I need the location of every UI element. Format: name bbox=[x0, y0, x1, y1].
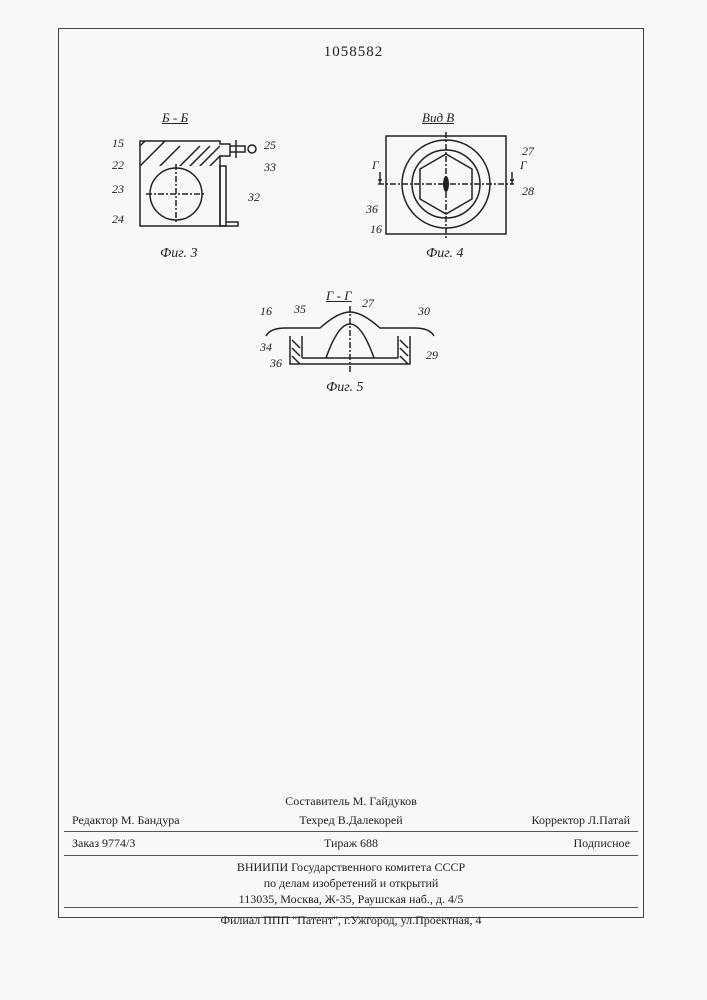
org1: ВНИИПИ Государственного комитета СССР bbox=[64, 859, 638, 875]
fig5-section: Г - Г bbox=[326, 288, 352, 304]
fig3-l22: 22 bbox=[112, 158, 124, 173]
fig4-l28: 28 bbox=[522, 184, 534, 199]
fig3-l25: 25 bbox=[264, 138, 276, 153]
fig5-l36: 36 bbox=[270, 356, 282, 371]
fig3-l24: 24 bbox=[112, 212, 124, 227]
colophon: Составитель М. Гайдуков Редактор М. Банд… bbox=[64, 790, 638, 932]
fig3-l32: 32 bbox=[248, 190, 260, 205]
editor: Редактор М. Бандура bbox=[64, 812, 238, 828]
figure-3: Б - Б 15 22 23 24 25 33 32 Фиг. 3 bbox=[110, 110, 290, 260]
fig3-caption: Фиг. 3 bbox=[160, 246, 198, 262]
figure-5: Г - Г 16 35 27 30 34 36 29 Фиг. 5 bbox=[230, 290, 470, 410]
org3: 113035, Москва, Ж-35, Раушская наб., д. … bbox=[64, 891, 638, 907]
compiler: Составитель М. Гайдуков bbox=[238, 793, 464, 809]
fig4-l16: 16 bbox=[370, 222, 382, 237]
fig5-caption: Фиг. 5 bbox=[326, 380, 364, 396]
corrector: Корректор Л.Патай bbox=[464, 812, 638, 828]
fig4-caption: Фиг. 4 bbox=[426, 246, 464, 262]
org2: по делам изобретений и открытий bbox=[64, 875, 638, 891]
fig5-l27: 27 bbox=[362, 296, 374, 311]
fig4-section: Вид В bbox=[422, 110, 454, 126]
fig3-section: Б - Б bbox=[162, 110, 188, 126]
fig4-secg2: Г bbox=[520, 158, 527, 173]
fig5-l35: 35 bbox=[294, 302, 306, 317]
fig5-l16: 16 bbox=[260, 304, 272, 319]
order: Заказ 9774/3 bbox=[64, 835, 238, 851]
fig3-l15: 15 bbox=[112, 136, 124, 151]
fig3-l33: 33 bbox=[264, 160, 276, 175]
document-number: 1058582 bbox=[0, 44, 707, 61]
figure-4: Вид В Г Г 27 28 36 16 Фиг. 4 bbox=[350, 110, 560, 260]
fig4-l36: 36 bbox=[366, 202, 378, 217]
fig4-l27: 27 bbox=[522, 144, 534, 159]
fig5-l29: 29 bbox=[426, 348, 438, 363]
fig4-secg1: Г bbox=[372, 158, 379, 173]
podpis: Подписное bbox=[464, 835, 638, 851]
techred: Техред В.Далекорей bbox=[238, 812, 464, 828]
fig5-l30: 30 bbox=[418, 304, 430, 319]
filial: Филиал ППП "Патент", г.Ужгород, ул.Проек… bbox=[64, 907, 638, 932]
fig5-l34: 34 bbox=[260, 340, 272, 355]
fig3-l23: 23 bbox=[112, 182, 124, 197]
tirazh: Тираж 688 bbox=[238, 835, 464, 851]
